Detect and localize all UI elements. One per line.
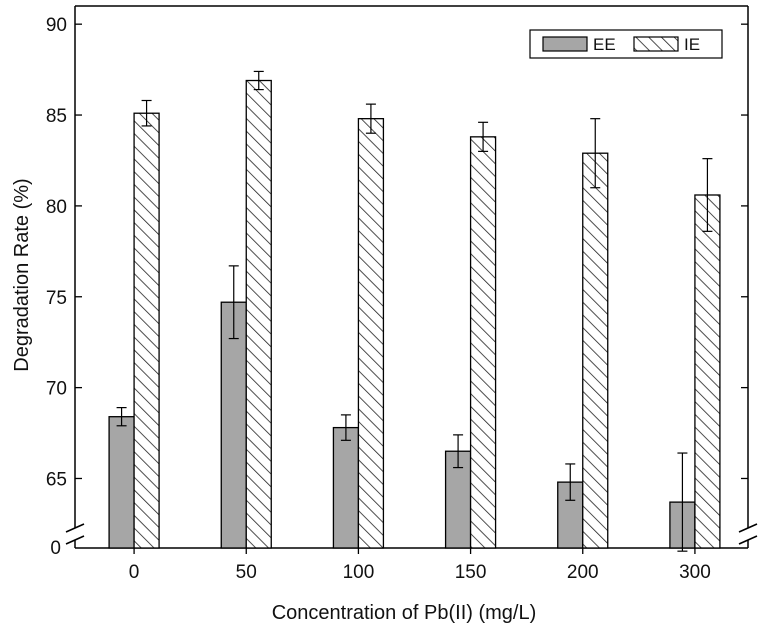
y-tick-label: 85 <box>46 106 67 127</box>
bar-ie <box>469 136 497 549</box>
x-axis: 0 50 100 150 200 300 <box>129 548 711 583</box>
axis-break-marks <box>65 523 758 545</box>
x-tick-label: 150 <box>455 562 487 583</box>
y-tick-label-zero: 0 <box>50 538 61 559</box>
error-bar-ee <box>228 265 239 340</box>
axis-break-mark <box>65 535 85 545</box>
legend-label-ie: IE <box>684 35 700 54</box>
y-axis-title: Degradation Rate (%) <box>11 178 33 371</box>
error-bar-ie <box>141 99 152 127</box>
axis-break-mark <box>65 523 85 533</box>
x-axis-title: Concentration of Pb(II) (mg/L) <box>272 602 537 624</box>
x-tick-label: 50 <box>236 562 257 583</box>
legend-label-ee: EE <box>593 35 616 54</box>
x-tick-label: 300 <box>679 562 711 583</box>
legend-swatch-ie <box>633 36 679 52</box>
error-bar-ee <box>340 414 351 441</box>
x-tick-label: 100 <box>343 562 375 583</box>
error-bar-ee <box>116 407 127 427</box>
y-tick-label: 75 <box>46 288 67 309</box>
bar-ie <box>582 152 609 549</box>
y-tick-label: 70 <box>46 379 67 400</box>
axis-break-mark <box>738 523 758 533</box>
y-tick-label: 80 <box>46 197 67 218</box>
error-bar-ie <box>590 118 601 189</box>
bar-ee <box>332 426 360 549</box>
y-tick-label: 65 <box>46 469 67 490</box>
error-bar-ie <box>702 158 713 232</box>
error-bar-ie <box>365 103 376 134</box>
bars <box>108 79 721 549</box>
y-axis: 65 70 75 80 85 90 0 <box>46 15 748 559</box>
error-bar-ie <box>253 70 264 91</box>
bar-ie <box>694 194 721 549</box>
bar-ie <box>133 112 160 549</box>
bar-ie <box>357 118 385 549</box>
error-bar-ie <box>478 121 489 152</box>
y-tick-label: 90 <box>46 15 67 36</box>
x-tick-label: 0 <box>129 562 140 583</box>
bar-ie <box>245 79 272 549</box>
axis-break-mark <box>738 535 758 545</box>
error-bar-ee <box>453 434 464 469</box>
x-tick-label: 200 <box>567 562 599 583</box>
legend-swatch-ee <box>542 36 588 52</box>
error-bars <box>116 70 713 552</box>
plot-frame <box>74 5 749 549</box>
bar-ee <box>108 416 135 549</box>
error-bar-ee <box>677 452 688 552</box>
legend: EE IE <box>529 29 723 59</box>
error-bar-ee <box>565 463 576 501</box>
